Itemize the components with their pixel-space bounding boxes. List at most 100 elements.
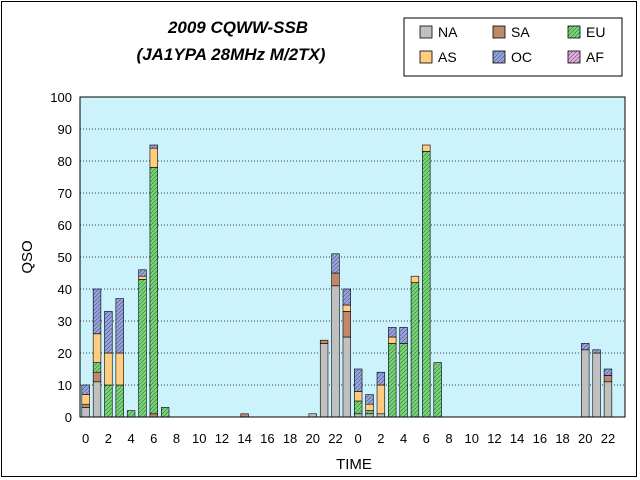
bar-segment-na [331, 285, 340, 418]
bar-segment-eu [433, 362, 442, 418]
bar-segment-as [354, 391, 363, 402]
x-tick-label: 6 [150, 431, 157, 446]
y-tick-label: 60 [58, 218, 72, 233]
bar-segment-oc [376, 371, 386, 386]
bar-segment-oc [92, 288, 102, 335]
bar-segment-sa [342, 311, 351, 338]
y-tick-label: 70 [58, 186, 72, 201]
x-tick-label: 4 [127, 431, 134, 446]
x-tick-label: 4 [400, 431, 407, 446]
x-tick-label: 10 [192, 431, 206, 446]
bar-segment-as [376, 384, 386, 415]
bar-segment-eu [149, 167, 158, 415]
legend-swatch-eu [567, 25, 581, 39]
bar-segment-as [410, 275, 420, 283]
legend-swatch-na [419, 25, 433, 39]
bar-segment-sa [603, 375, 613, 383]
chart-subtitle: (JA1YPA 28MHz M/2TX) [137, 45, 326, 64]
legend: NA SA EU AS OC AF [403, 17, 623, 77]
legend-label-as: AS [438, 49, 457, 65]
y-tick-label: 10 [58, 378, 72, 393]
bar-segment-as [115, 352, 124, 386]
bar-segment-sa [331, 272, 340, 287]
bar-segment-as [149, 147, 158, 168]
bar-segment-na [342, 336, 351, 418]
x-tick-label: 0 [355, 431, 362, 446]
x-tick-label: 20 [306, 431, 320, 446]
bar-segment-as [92, 333, 102, 363]
bar-segment-oc [81, 384, 90, 395]
bar-segment-na [81, 407, 90, 418]
bar-segment-oc [331, 253, 340, 274]
y-tick-label: 50 [58, 250, 72, 265]
x-tick-label: 16 [533, 431, 547, 446]
legend-swatch-sa [492, 25, 506, 39]
bar-segment-eu [365, 410, 374, 415]
x-tick-label: 12 [215, 431, 229, 446]
x-tick-label: 14 [510, 431, 524, 446]
bar-segment-as [104, 352, 113, 386]
bar-segment-as [422, 144, 431, 152]
legend-label-oc: OC [511, 49, 532, 65]
bar-segment-oc [399, 327, 408, 344]
bar-segment-na [603, 381, 613, 418]
y-tick-label: 20 [58, 346, 72, 361]
bar-segment-eu [104, 384, 113, 418]
bar-segment-oc [342, 288, 351, 306]
y-tick-label: 100 [50, 90, 72, 105]
bar-segment-eu [92, 362, 102, 373]
bar-segment-na [581, 349, 590, 418]
x-tick-label: 10 [464, 431, 478, 446]
bar-segment-oc [581, 343, 590, 351]
bar-segment-na [92, 381, 102, 418]
x-tick-label: 22 [328, 431, 342, 446]
y-tick-label: 40 [58, 282, 72, 297]
bar-segment-oc [388, 327, 397, 338]
legend-label-na: NA [438, 24, 458, 40]
bar-segment-eu [115, 384, 124, 418]
y-axis-label: QSO [19, 240, 36, 273]
x-tick-label: 8 [445, 431, 452, 446]
bar-segment-sa [81, 403, 90, 408]
bar-segment-oc [104, 311, 113, 354]
legend-label-af: AF [586, 49, 604, 65]
bar-segment-eu [138, 279, 147, 418]
x-tick-label: 20 [578, 431, 592, 446]
bar-segment-sa [319, 339, 329, 344]
bar-segment-sa [92, 371, 102, 383]
chart-title: 2009 CQWW-SSB [167, 18, 308, 37]
bar-segment-eu [126, 410, 136, 418]
bar-segment-eu [160, 407, 170, 418]
bar-segment-oc [603, 368, 613, 376]
x-tick-label: 2 [105, 431, 112, 446]
bar-segment-as [388, 336, 397, 344]
bar-segment-oc [354, 368, 363, 392]
bar-segment-as [342, 304, 351, 312]
bar-segment-oc [115, 298, 124, 354]
bar-segment-as [138, 275, 147, 280]
x-tick-label: 14 [237, 431, 251, 446]
bar-segment-as [365, 403, 374, 411]
y-tick-label: 90 [58, 122, 72, 137]
y-tick-label: 30 [58, 314, 72, 329]
x-tick-label: 6 [423, 431, 430, 446]
x-axis-label: TIME [336, 456, 372, 473]
bar-segment-eu [354, 400, 363, 415]
bar-segment-as [81, 394, 90, 405]
bar-segment-eu [388, 343, 397, 418]
x-tick-label: 12 [487, 431, 501, 446]
x-tick-label: 2 [377, 431, 384, 446]
x-tick-label: 22 [601, 431, 615, 446]
legend-swatch-oc [492, 50, 506, 64]
y-tick-label: 0 [65, 410, 72, 425]
bar-segment-eu [422, 151, 431, 418]
legend-box [403, 17, 623, 77]
legend-swatch-as [419, 50, 433, 64]
legend-label-sa: SA [511, 24, 530, 40]
bar-segment-eu [399, 343, 408, 418]
bar-segment-oc [365, 394, 374, 405]
x-tick-label: 18 [555, 431, 569, 446]
